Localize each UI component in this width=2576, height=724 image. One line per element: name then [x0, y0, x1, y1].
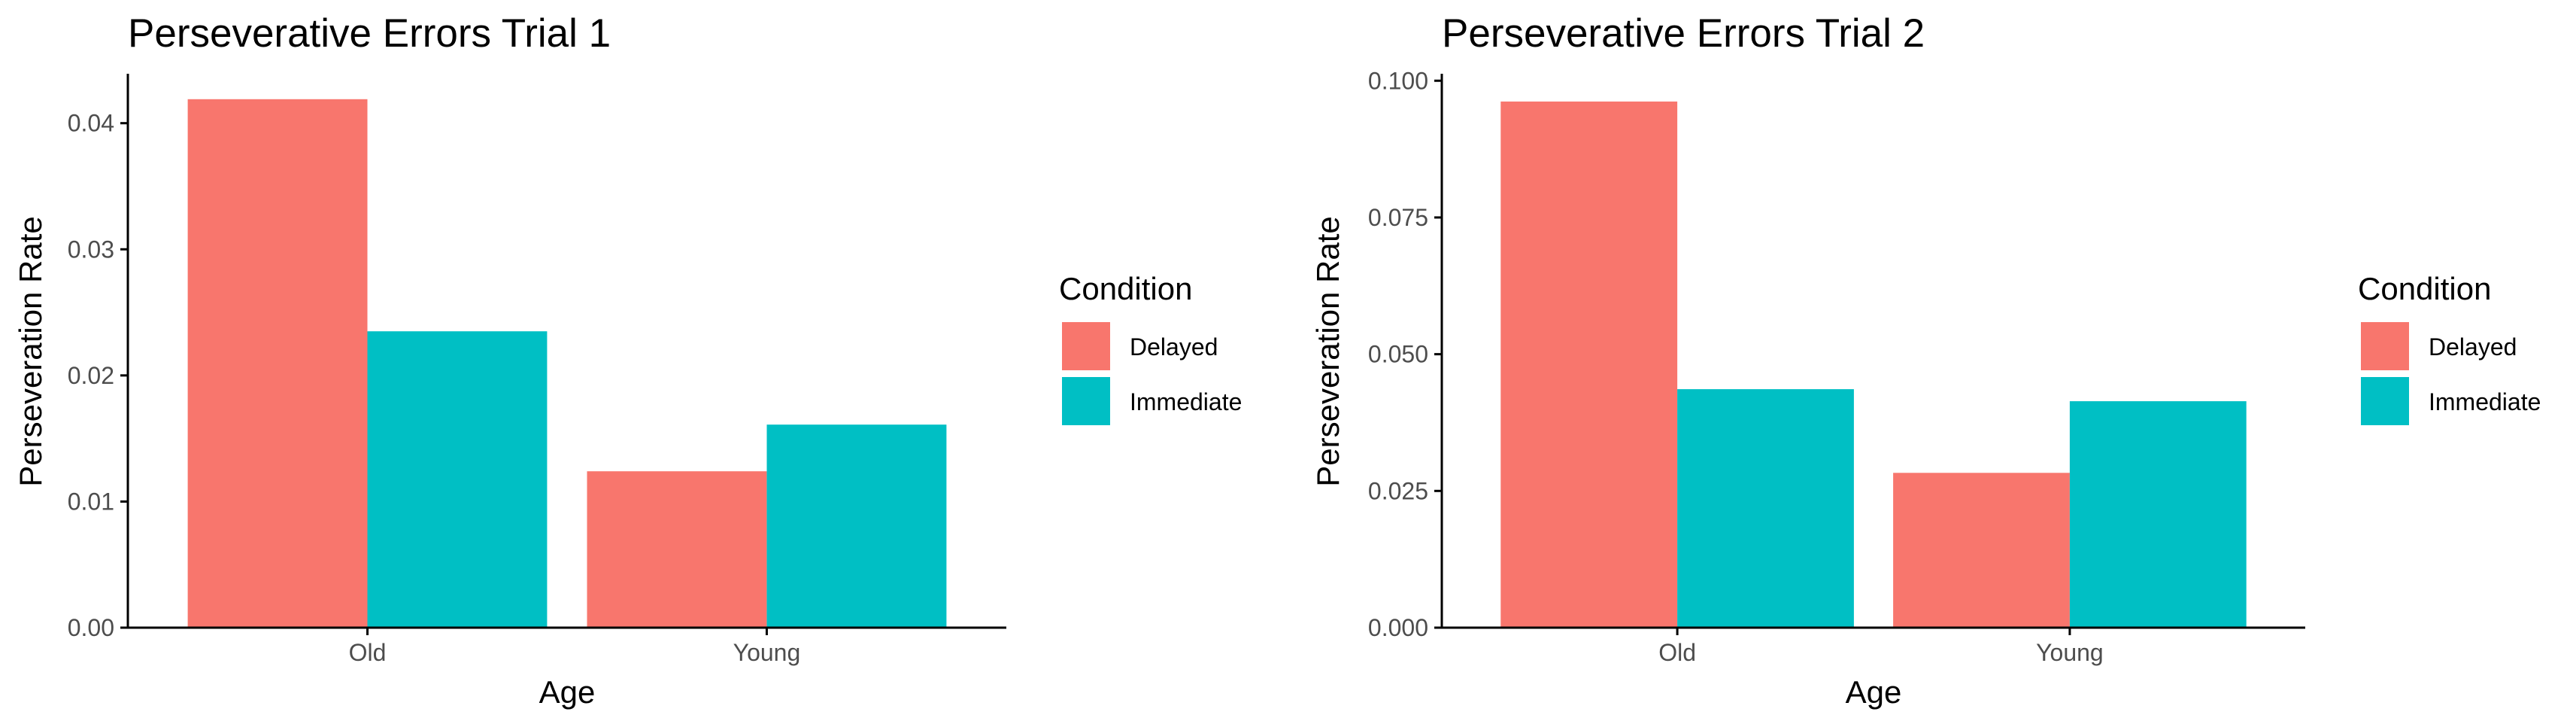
chart-panel-1: Perseverative Errors Trial 1 0.00 0.01 0.02…: [13, 11, 1242, 710]
legend-label-immediate: Immediate: [2429, 388, 2541, 415]
legend-label-immediate: Immediate: [1130, 388, 1242, 415]
legend-swatch-delayed: [2361, 322, 2409, 370]
y-axis-title: Perseveration Rate: [1310, 216, 1346, 487]
x-tick-label: Young: [2036, 639, 2104, 666]
legend-swatch-immediate: [2361, 377, 2409, 425]
bar-delayed-old: [1500, 101, 1678, 628]
y-tick-label: 0.01: [68, 488, 114, 515]
bar-immediate-young: [2069, 401, 2247, 628]
y-tick-label: 0.025: [1368, 477, 1428, 504]
x-tick-label: Old: [349, 639, 387, 666]
y-tick-label: 0.000: [1368, 614, 1428, 641]
y-tick-label: 0.050: [1368, 341, 1428, 368]
y-tick-label: 0.03: [68, 236, 114, 263]
y-tick-label: 0.100: [1368, 67, 1428, 94]
bar-immediate-old: [1677, 389, 1854, 628]
x-tick-label: Old: [1658, 639, 1696, 666]
x-axis-title: Age: [539, 674, 596, 710]
x-tick-label: Young: [733, 639, 801, 666]
chart-panel-2: Perseverative Errors Trial 2 0.000 0.025 0.…: [1310, 11, 2541, 710]
y-axis-title: Perseveration Rate: [13, 216, 48, 487]
y-tick-label: 0.04: [68, 110, 114, 137]
y-tick-label: 0.02: [68, 362, 114, 389]
x-axis-title: Age: [1846, 674, 1902, 710]
bar-immediate-old: [367, 331, 548, 628]
legend-title: Condition: [2358, 271, 2491, 306]
legend: Condition Delayed Immediate: [1059, 271, 1242, 425]
bar-delayed-old: [187, 99, 368, 628]
legend-label-delayed: Delayed: [2429, 333, 2517, 360]
chart-title: Perseverative Errors Trial 2: [1442, 11, 1925, 56]
y-tick-label: 0.00: [68, 614, 114, 641]
legend: Condition Delayed Immediate: [2358, 271, 2541, 425]
legend-swatch-immediate: [1062, 377, 1110, 425]
legend-label-delayed: Delayed: [1130, 333, 1218, 360]
chart-title: Perseverative Errors Trial 1: [128, 11, 611, 56]
legend-title: Condition: [1059, 271, 1192, 306]
legend-swatch-delayed: [1062, 322, 1110, 370]
y-tick-label: 0.075: [1368, 204, 1428, 231]
bar-delayed-young: [1893, 473, 2070, 628]
bar-delayed-young: [587, 471, 767, 628]
bar-immediate-young: [766, 424, 947, 628]
